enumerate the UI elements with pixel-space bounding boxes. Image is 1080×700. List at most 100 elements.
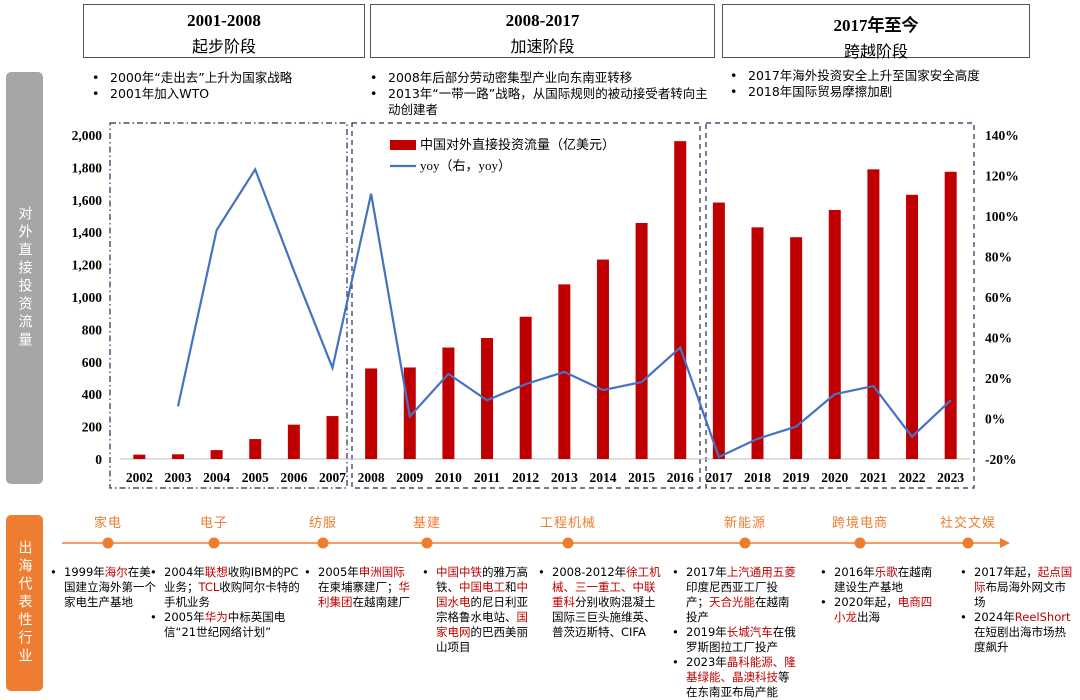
phase-note: 2008年后部分劳动密集型产业向东南亚转移 (388, 70, 633, 85)
bar-2012 (519, 316, 532, 459)
industry-label: 电子 (199, 516, 229, 531)
example-text: 2017年上汽通用五菱印度尼西亚工厂投产；天合光能在越南投产 (686, 565, 800, 625)
example-segment: 2017年起， (974, 565, 1038, 579)
example-text: 2023年晶科能源、隆基绿能、晶澳科技等在东南亚布局产能 (686, 655, 800, 700)
industry-examples: • 2017年上汽通用五菱印度尼西亚工厂投产；天合光能在越南投产 • 2019年长城汽… (672, 565, 800, 700)
industry-label: 社交文娱 (939, 516, 997, 531)
company-name: 中国中铁 (436, 565, 482, 579)
industry-label: 工程机械 (539, 516, 597, 531)
industry-examples: • 中国中铁的雅万高铁、中国电工和中国水电的尼日利亚宗格鲁水电站、国家电网的巴西美… (422, 565, 534, 655)
company-name: 上汽通用五菱 (726, 565, 796, 579)
company-name: 徐工机械、三一重工、中联重科 (552, 565, 661, 609)
industry-label: 基建 (412, 516, 442, 531)
x-tick-label: 2023 (937, 470, 964, 485)
x-tick-label: 2013 (551, 470, 578, 485)
side-label-fdi: 对外直接投资流量 (6, 72, 43, 484)
company-name: 天合光能 (709, 595, 755, 609)
example-segment: 2024年 (974, 610, 1015, 624)
timeline-dot (962, 537, 974, 549)
y-left-tick-label: 200 (82, 420, 103, 435)
example-text: 2005年华为中标英国电信“21世纪网络计划” (164, 610, 300, 640)
company-name: 海尔 (104, 565, 128, 579)
x-tick-label: 2002 (126, 470, 153, 485)
bar-2015 (635, 222, 648, 459)
x-tick-label: 2005 (242, 470, 269, 485)
bar-2005 (249, 439, 262, 459)
legend-swatch-bar (390, 140, 416, 150)
example-segment: 分别收购混凝土国际三巨头施维英、普茨迈斯特、CIFA (552, 595, 656, 639)
example-segment: 1999年 (64, 565, 105, 579)
industry-examples: • 1999年海尔在美国建立海外第一个家电生产基地 (50, 565, 162, 610)
phase-name: 加速阶段 (510, 37, 575, 56)
bar-2017 (712, 202, 725, 459)
y-left-tick-label: 2,000 (72, 128, 103, 143)
phase-frame-3 (705, 122, 975, 489)
example-segment: 2008-2012年 (552, 565, 627, 579)
bar-2004 (210, 450, 223, 459)
bar-2003 (171, 454, 184, 459)
example-segment: 在越南投产 (686, 595, 790, 624)
phase-box-1: 2001-2008 起步阶段 (83, 4, 365, 58)
example-text: 2004年联想收购IBM的PC业务；TCL收购阿尔卡特的手机业务 (164, 565, 300, 610)
x-tick-label: 2015 (628, 470, 655, 485)
y-left-tick-label: 1,800 (72, 160, 103, 175)
industry-label: 跨境电商 (831, 516, 889, 531)
industry-examples: • 2017年起，起点国际布局海外网文市场 • 2024年ReelShort在短剧出海… (960, 565, 1075, 655)
example-segment: 的尼日利亚宗格鲁水电站、 (436, 595, 528, 624)
bar-2008 (365, 368, 378, 459)
bar-2014 (596, 259, 609, 459)
phase-years: 2017年至今 (833, 16, 919, 35)
company-name: 电商四小龙 (834, 595, 933, 624)
example-segment: 2023年 (686, 655, 727, 669)
x-tick-label: 2003 (164, 470, 191, 485)
phase-frame-1 (109, 122, 348, 489)
bar-2006 (287, 424, 300, 459)
phase-note: 2000年“走出去”上升为国家战略 (110, 70, 293, 85)
example-text: 2019年长城汽车在俄罗斯图拉工厂投产 (686, 625, 800, 655)
x-tick-label: 2019 (783, 470, 810, 485)
x-tick-label: 2006 (280, 470, 307, 485)
company-name: 申洲国际 (358, 565, 405, 579)
timeline-dot (421, 537, 433, 549)
timeline-dot (739, 537, 751, 549)
industry-examples: • 2005年申洲国际在柬埔寨建厂；华利集团在越南建厂 (304, 565, 416, 610)
y-left-tick-label: 1,400 (72, 225, 103, 240)
example-segment: 2020年起， (834, 595, 898, 609)
example-text: 中国中铁的雅万高铁、中国电工和中国水电的尼日利亚宗格鲁水电站、国家电网的巴西美丽… (436, 565, 534, 655)
phase-notes-3: • 2017年海外投资安全上升至国家安全高度 • 2018年国际贸易摩擦加剧 (730, 68, 980, 99)
example-segment: 在越南建设生产基地 (834, 565, 933, 594)
example-segment: 收购阿尔卡特的手机业务 (164, 580, 300, 609)
example-text: 2016年乐歌在越南建设生产基地 (834, 565, 942, 595)
example-segment: 2019年 (686, 625, 727, 639)
bar-2016 (674, 141, 687, 459)
legend-label-line: yoy（右，yoy） (420, 158, 511, 173)
example-segment: 在越南建厂 (352, 595, 411, 609)
x-tick-label: 2009 (396, 470, 423, 485)
example-segment: 的巴西美丽山项目 (436, 625, 528, 654)
example-segment: 的雅万高铁、 (436, 565, 528, 594)
industry-examples: • 2016年乐歌在越南建设生产基地 • 2020年起，电商四小龙出海 (820, 565, 942, 625)
phase-years: 2008-2017 (505, 11, 580, 30)
example-segment: 2017年 (686, 565, 727, 579)
example-text: 1999年海尔在美国建立海外第一个家电生产基地 (64, 565, 162, 610)
industry-examples: • 2004年联想收购IBM的PC业务；TCL收购阿尔卡特的手机业务 • 2005年华… (150, 565, 300, 640)
phase-notes-1: • 2000年“走出去”上升为国家战略 • 2001年加入WTO (92, 70, 293, 101)
y-left-tick-label: 1,200 (72, 258, 103, 273)
x-tick-label: 2004 (203, 470, 230, 485)
company-name: 晶科能源、隆基绿能、晶澳科技 (686, 655, 796, 684)
y-right-tick-label: 60% (985, 290, 1012, 305)
timeline-dot (854, 537, 866, 549)
example-segment: 在美国建立海外第一个家电生产基地 (64, 565, 156, 609)
example-text: 2017年起，起点国际布局海外网文市场 (974, 565, 1075, 610)
y-right-tick-label: -20% (985, 452, 1017, 467)
company-name: 国家电网 (436, 610, 528, 639)
industry-timeline (62, 537, 1010, 549)
phase-notes-2: • 2008年后部分劳动密集型产业向东南亚转移 • 2013年“一带一路”战略，从国… (370, 70, 710, 118)
industry-label: 纺服 (308, 516, 338, 531)
y-left-tick-label: 600 (82, 355, 103, 370)
x-tick-label: 2017 (705, 470, 732, 485)
company-name: 华为 (204, 610, 228, 624)
bar-2019 (790, 237, 803, 459)
company-name: 长城汽车 (726, 625, 773, 639)
x-tick-label: 2016 (667, 470, 694, 485)
